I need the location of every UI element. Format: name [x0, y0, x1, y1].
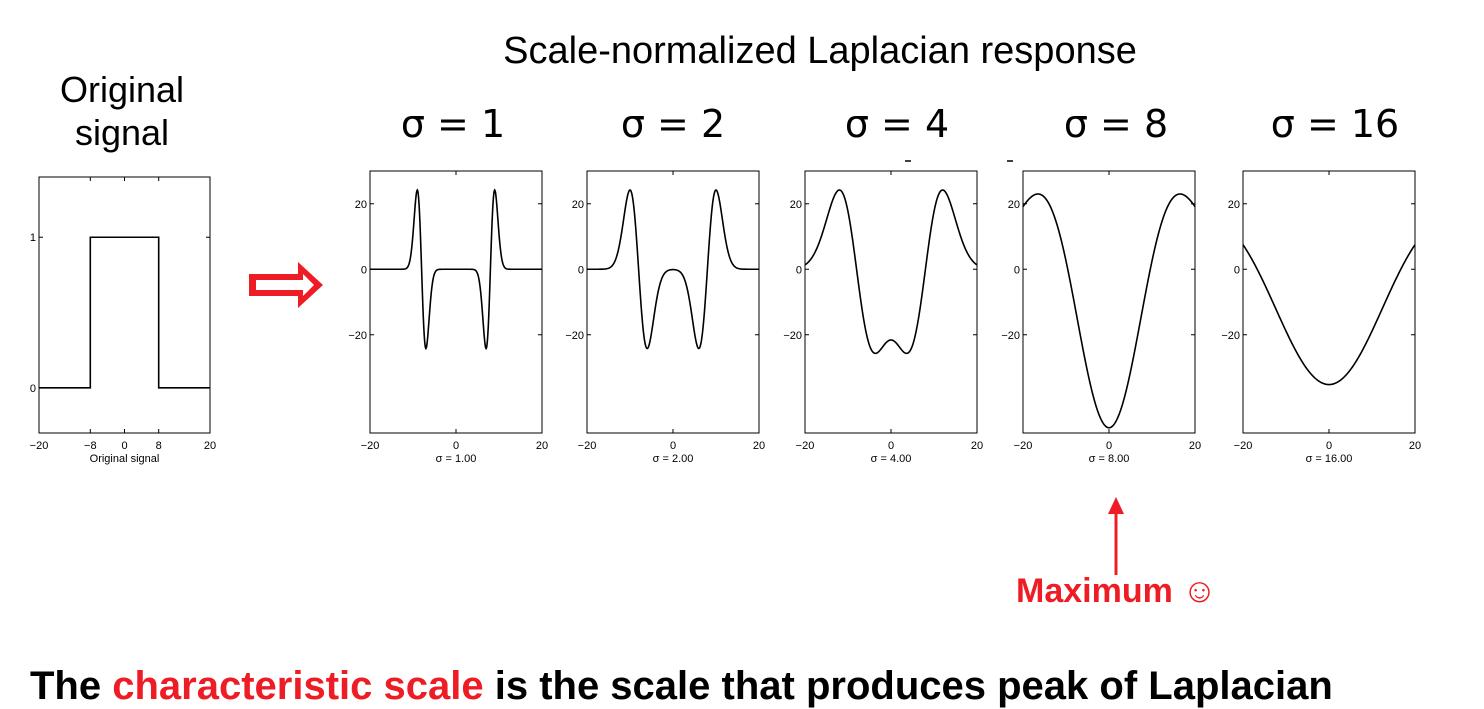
x-tick-label: 0	[453, 440, 459, 452]
main-title: Scale-normalized Laplacian response	[503, 30, 1137, 72]
plot-caption: Original signal	[90, 453, 160, 465]
original-signal-title: Original signal	[22, 68, 222, 154]
response-curve-1	[370, 188, 542, 351]
x-tick-label: 20	[1189, 440, 1201, 452]
up-arrow-icon	[1108, 497, 1124, 514]
bottom-text-part1: The	[30, 664, 113, 708]
bottom-statement: The characteristic scale is the scale th…	[30, 664, 1333, 709]
y-tick-label: 20	[790, 199, 802, 211]
plot-caption: σ = 8.00	[1089, 453, 1130, 465]
x-tick-label: −20	[361, 440, 380, 452]
x-tick-label: 20	[1409, 440, 1421, 452]
plot-frame-4	[1022, 170, 1196, 434]
response-curve-4	[1022, 193, 1196, 429]
plot-frame-3	[804, 170, 978, 434]
x-tick-label: 0	[670, 440, 676, 452]
x-tick-label: −20	[796, 440, 815, 452]
response-curve-5	[1242, 244, 1416, 386]
sigma-heading-8: σ = 8	[1063, 102, 1169, 146]
bottom-text-part2: is the scale that produces peak of Lapla…	[483, 664, 1333, 708]
x-tick-label: −20	[30, 440, 49, 452]
x-tick-label: −20	[1014, 440, 1033, 452]
plot-caption: σ = 2.00	[653, 453, 694, 465]
y-tick-label: −20	[1001, 330, 1020, 342]
plot-frame-1	[369, 170, 543, 434]
y-tick-label: 0	[30, 383, 36, 395]
y-tick-label: 0	[796, 264, 802, 276]
original-title-line2: signal	[74, 112, 170, 153]
plot-frame-2	[586, 170, 760, 434]
x-tick-label: −20	[1234, 440, 1253, 452]
plot-caption: σ = 16.00	[1306, 453, 1353, 465]
y-tick-label: 0	[578, 264, 584, 276]
x-tick-label: 20	[536, 440, 548, 452]
sigma-heading-1: σ = 1	[400, 102, 506, 146]
x-tick-label: 8	[156, 440, 162, 452]
sigma-heading-2: σ = 2	[620, 102, 726, 146]
plot-frame-0	[38, 176, 211, 434]
y-tick-label: 20	[572, 199, 584, 211]
x-tick-label: 0	[1326, 440, 1332, 452]
y-tick-label: 0	[361, 264, 367, 276]
x-tick-label: 0	[888, 440, 894, 452]
plot-caption: σ = 1.00	[436, 453, 477, 465]
plots-canvas: −20 −8 0 8 20 0 1 Original signal −20 0 20 20 0 −20 σ …	[30, 160, 1421, 575]
y-tick-label: −20	[783, 330, 802, 342]
sigma-heading-4: σ = 4	[844, 102, 950, 146]
x-tick-label: 20	[971, 440, 983, 452]
x-tick-label: 0	[121, 440, 127, 452]
y-tick-label: −20	[1221, 330, 1240, 342]
y-tick-label: 1	[30, 232, 36, 244]
x-tick-label: 20	[753, 440, 765, 452]
x-tick-label: 0	[1106, 440, 1112, 452]
y-tick-label: 20	[1228, 199, 1240, 211]
response-curve-2	[587, 189, 759, 350]
x-tick-label: −8	[84, 440, 97, 452]
bottom-text-highlight: characteristic scale	[112, 664, 484, 708]
response-curve-0	[39, 236, 210, 389]
y-tick-label: 20	[355, 199, 367, 211]
x-tick-label: −20	[578, 440, 597, 452]
original-title-line1: Original	[59, 69, 185, 110]
y-tick-label: 0	[1234, 264, 1240, 276]
y-tick-label: −20	[348, 330, 367, 342]
right-arrow-inner	[256, 274, 314, 296]
y-tick-label: 20	[1008, 199, 1020, 211]
plot-frame-5	[1242, 170, 1416, 434]
y-tick-label: 0	[1014, 264, 1020, 276]
sigma-heading-16: σ = 16	[1270, 102, 1400, 146]
plot-caption: σ = 4.00	[871, 453, 912, 465]
y-tick-label: −20	[565, 330, 584, 342]
x-tick-label: 20	[204, 440, 216, 452]
response-curve-3	[804, 189, 978, 355]
maximum-label: Maximum ☺	[1016, 572, 1217, 610]
